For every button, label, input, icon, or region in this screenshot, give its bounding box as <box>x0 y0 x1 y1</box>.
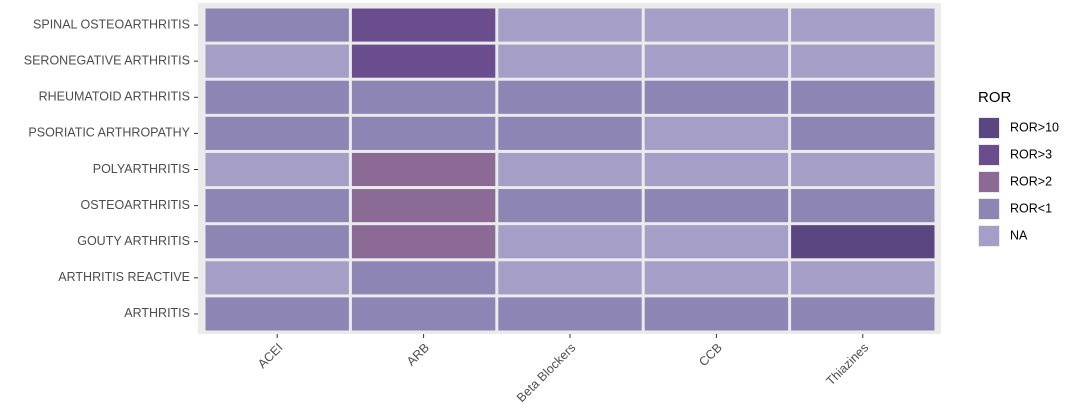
y-tick-label: OSTEOARTHRITIS <box>80 198 190 212</box>
x-tick-label: ACEI <box>255 341 286 372</box>
heatmap-cell <box>498 297 642 331</box>
legend-swatch <box>979 172 999 192</box>
y-tick-label: RHEUMATOID ARTHRITIS <box>39 90 190 104</box>
heatmap-cell <box>644 116 789 150</box>
heatmap-cell <box>498 8 642 42</box>
heatmap-cell <box>791 8 935 42</box>
heatmap-cell <box>351 152 496 187</box>
heatmap-cell <box>498 44 642 78</box>
heatmap-cell <box>644 297 789 331</box>
heatmap-cell <box>791 261 935 295</box>
heatmap-cell <box>351 8 496 42</box>
heatmap-cell <box>351 225 496 259</box>
legend-title: ROR <box>978 89 1012 106</box>
heatmap-cell <box>351 116 496 150</box>
heatmap-cell <box>498 80 642 114</box>
heatmap-cell <box>791 116 935 150</box>
heatmap-cell <box>644 261 789 295</box>
legend-swatch <box>979 145 999 165</box>
y-tick-label: POLYARTHRITIS <box>93 162 190 176</box>
y-tick-label: SPINAL OSTEOARTHRITIS <box>33 17 190 31</box>
heatmap-cell <box>205 8 349 42</box>
x-tick-label: ARB <box>404 341 432 369</box>
heatmap-cell <box>205 44 349 78</box>
legend-label: ROR<1 <box>1010 201 1052 215</box>
heatmap-cell <box>351 44 496 78</box>
y-tick-label: ARTHRITIS <box>124 306 190 320</box>
heatmap-cell <box>351 80 496 114</box>
heatmap-cell <box>791 297 935 331</box>
heatmap-cell <box>498 225 642 259</box>
y-tick-label: GOUTY ARTHRITIS <box>77 234 190 248</box>
heatmap-cell <box>205 189 349 223</box>
heatmap-cell <box>498 152 642 187</box>
heatmap-cell <box>205 261 349 295</box>
heatmap-cell <box>791 152 935 187</box>
heatmap-cell <box>351 261 496 295</box>
heatmap-cell <box>351 189 496 223</box>
heatmap-cell <box>205 116 349 150</box>
heatmap-cell <box>791 189 935 223</box>
heatmap-cell <box>644 44 789 78</box>
heatmap-cell <box>205 297 349 331</box>
heatmap-cell <box>205 152 349 187</box>
heatmap-cell <box>498 261 642 295</box>
heatmap-cell <box>791 44 935 78</box>
heatmap-cell <box>498 116 642 150</box>
heatmap-cell <box>644 8 789 42</box>
heatmap-cell <box>351 297 496 331</box>
heatmap-cell <box>644 189 789 223</box>
legend-label: NA <box>1010 228 1028 242</box>
x-tick-label: CCB <box>696 341 725 370</box>
heatmap-cell <box>205 225 349 259</box>
heatmap-cell <box>498 189 642 223</box>
legend-swatch <box>979 118 999 138</box>
legend-label: ROR>3 <box>1010 147 1052 161</box>
x-tick-label: Beta Blockers <box>514 341 578 405</box>
x-tick-label: Thiazines <box>824 341 872 389</box>
legend-swatch <box>979 226 999 246</box>
legend-label: ROR>2 <box>1010 174 1052 188</box>
y-tick-label: PSORIATIC ARTHROPATHY <box>28 126 190 140</box>
heatmap-cell <box>644 152 789 187</box>
legend-label: ROR>10 <box>1010 120 1059 134</box>
heatmap-cell <box>791 80 935 114</box>
heatmap-cell <box>791 225 935 259</box>
y-tick-label: ARTHRITIS REACTIVE <box>58 270 190 284</box>
heatmap-cell <box>644 80 789 114</box>
heatmap-cell <box>644 225 789 259</box>
legend-swatch <box>979 199 999 219</box>
y-tick-label: SERONEGATIVE ARTHRITIS <box>24 53 190 67</box>
heatmap-cell <box>205 80 349 114</box>
